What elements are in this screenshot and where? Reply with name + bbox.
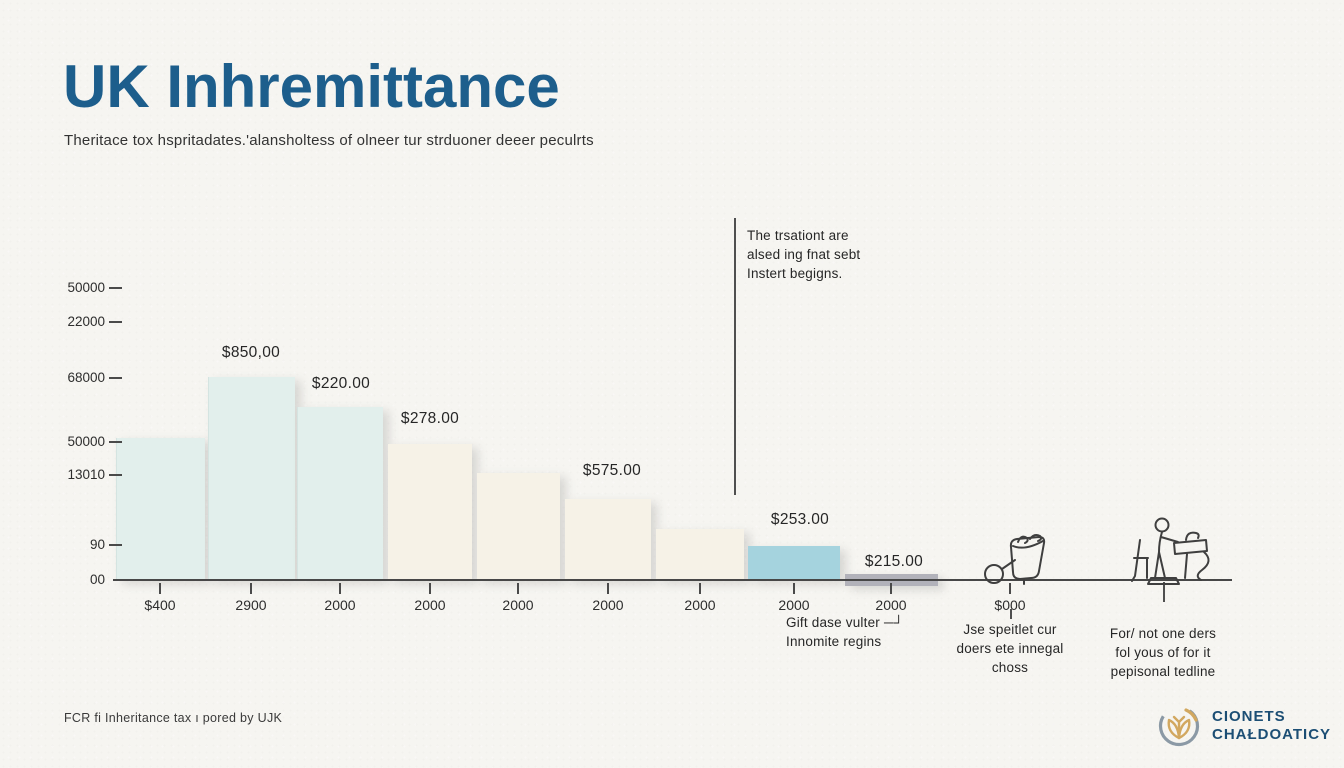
personal-note-connector xyxy=(1163,582,1165,602)
bar-value-label: $575.00 xyxy=(582,462,642,479)
y-axis-tick-label: 90 xyxy=(89,537,105,552)
x-axis-tick-mark xyxy=(429,583,431,594)
bar xyxy=(477,473,560,580)
x-axis-tick-label: $400 xyxy=(144,597,176,613)
y-axis-tick-mark xyxy=(109,287,122,289)
personal-note-line: pepisonal tedline xyxy=(1110,664,1216,679)
spell-note-connector xyxy=(1010,609,1012,619)
callout-text-line: The trsationt are xyxy=(747,228,849,243)
x-axis-tick-label: 2000 xyxy=(778,597,810,613)
brand-lockup: CIONETS CHAŁDOATICY xyxy=(1156,703,1331,749)
x-axis-line xyxy=(113,579,1232,581)
x-axis-tick-label: 2000 xyxy=(324,597,356,613)
x-axis-tick-label: 2000 xyxy=(875,597,907,613)
x-axis-tick-label: 2900 xyxy=(235,597,267,613)
gift-note: Gift dase vulter ─┘ Innomite regins xyxy=(786,613,903,651)
brand-name-line1: CIONETS xyxy=(1212,708,1286,725)
x-axis-tick-label: 2000 xyxy=(414,597,446,613)
x-axis-tick-mark xyxy=(890,583,892,594)
spell-note-line: doers ete innegal xyxy=(956,641,1064,656)
x-axis-tick-label: 2000 xyxy=(684,597,716,613)
y-axis-tick-label: 13010 xyxy=(67,467,105,482)
x-axis-tick-mark xyxy=(339,583,341,594)
spell-note-line: choss xyxy=(991,660,1029,675)
bar xyxy=(565,499,651,580)
callout-text-line: alsed ing fnat sebt xyxy=(747,247,861,262)
bar-value-label: $850,00 xyxy=(221,344,281,361)
x-axis-tick-mark xyxy=(793,583,795,594)
y-axis-tick-label: 22000 xyxy=(67,314,105,329)
bar xyxy=(748,546,840,580)
personal-note-line: For/ not one ders xyxy=(1109,626,1217,641)
y-axis-tick-mark xyxy=(109,377,122,379)
y-axis-tick-mark xyxy=(109,441,122,443)
y-axis-tick-label: 68000 xyxy=(67,370,105,385)
x-axis-tick-mark xyxy=(159,583,161,594)
x-axis-tick-label: $000 xyxy=(994,597,1026,613)
x-axis-tick-label: 2000 xyxy=(502,597,534,613)
brand-name: CIONETS CHAŁDOATICY xyxy=(1212,708,1331,744)
bar-value-label: $253.00 xyxy=(770,511,830,528)
page-subtitle: Theritace tox hspritadates.'alansholtess… xyxy=(64,132,594,149)
tipped-bucket-doodle-icon xyxy=(984,534,1046,585)
spell-note: Jse speitlet cur doers ete innegal choss xyxy=(935,620,1085,677)
x-axis-tick-mark xyxy=(1009,583,1011,594)
bar xyxy=(388,444,472,580)
callout-text: The trsationt are alsed ing fnat sebt In… xyxy=(747,226,860,283)
y-axis-tick-label: 50000 xyxy=(67,280,105,295)
y-axis-tick-label: 00 xyxy=(89,572,105,587)
callout-text-line: Instert begigns. xyxy=(747,266,843,281)
y-axis-tick-label: 50000 xyxy=(67,434,105,449)
bar xyxy=(116,438,205,580)
bar-value-label: $278.00 xyxy=(400,410,460,427)
brand-name-line2: CHAŁDOATICY xyxy=(1212,726,1332,743)
person-at-desk-doodle-icon xyxy=(1131,517,1210,585)
footer-note: FCR fi Inheritance tax ı pored by UJK xyxy=(64,711,283,725)
gift-note-line: Gift dase vulter ─┘ xyxy=(786,615,904,630)
personal-note-line: fol yous of for it xyxy=(1115,645,1211,660)
x-axis-tick-mark xyxy=(517,583,519,594)
x-axis-tick-label: 2000 xyxy=(592,597,624,613)
bar xyxy=(297,407,383,580)
x-axis-tick-mark xyxy=(607,583,609,594)
brand-logo-icon xyxy=(1158,705,1200,747)
bar-value-label: $220.00 xyxy=(311,375,371,392)
y-axis-tick-mark xyxy=(109,321,122,323)
callout-line xyxy=(734,218,736,495)
y-axis-tick-mark xyxy=(109,544,122,546)
bar xyxy=(656,529,744,580)
spell-note-line: Jse speitlet cur xyxy=(963,622,1057,637)
bar-value-label: $215.00 xyxy=(864,553,924,570)
x-axis-tick-mark xyxy=(699,583,701,594)
gift-note-line: Innomite regins xyxy=(786,634,882,649)
bar xyxy=(208,377,295,580)
y-axis-tick-mark xyxy=(109,474,122,476)
personal-note: For/ not one ders fol yous of for it pep… xyxy=(1088,624,1238,681)
page-title: UK Inhremittance xyxy=(63,53,560,120)
x-axis-tick-mark xyxy=(250,583,252,594)
